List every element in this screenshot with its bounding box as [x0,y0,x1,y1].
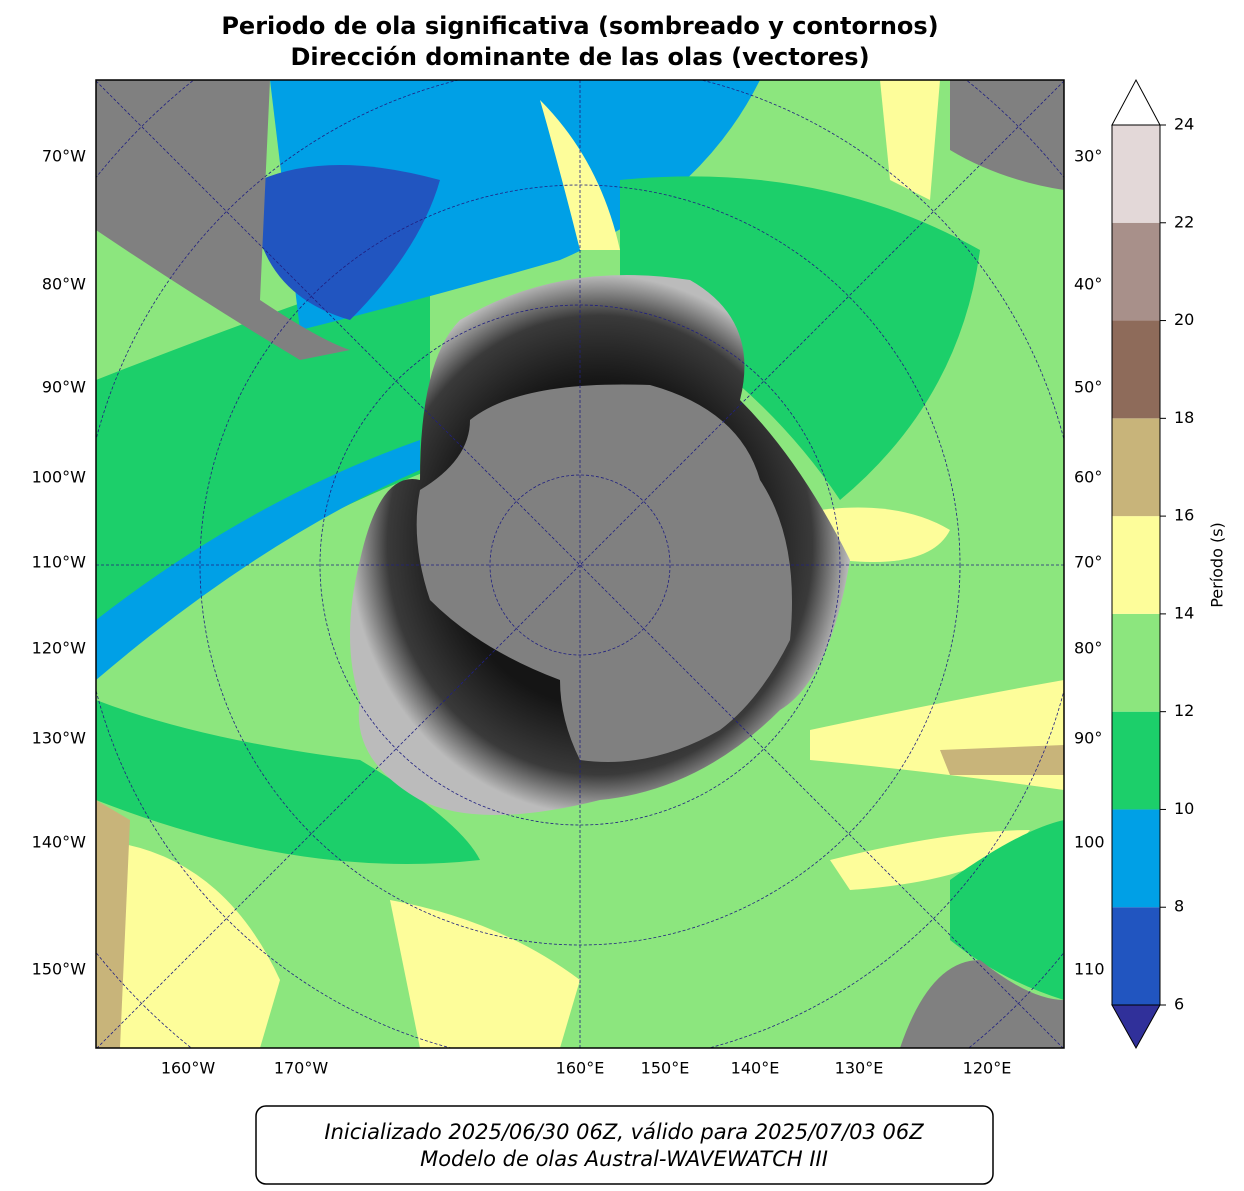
lon-label: 120°W [32,639,87,658]
colorbar-label: Período (s) [1208,522,1227,608]
lon-label: 40° [1074,275,1102,294]
title-line: Periodo de ola significativa (sombreado … [221,12,938,40]
colorbar-band [1112,222,1160,321]
footer-box [255,1105,994,1185]
colorbar-tick-label: 10 [1174,799,1194,818]
lon-label: 60° [1074,468,1102,487]
colorbar-tick-label: 14 [1174,603,1194,622]
colorbar-band [1112,516,1160,614]
colorbar-tick-label: 24 [1174,115,1194,134]
lon-label: 110°W [32,553,87,572]
lon-label: 150°E [641,1059,690,1078]
colorbar-band [1112,711,1160,810]
title-line: Dirección dominante de las olas (vectore… [290,43,869,71]
lon-label: 70° [1074,553,1102,572]
lon-label: 90°W [42,378,86,397]
colorbar-tick-label: 18 [1174,408,1194,427]
colorbar-tick-label: 12 [1174,701,1194,720]
lon-label: 130°W [32,729,87,748]
colorbar-band [1112,907,1160,1005]
colorbar-under [1111,1004,1161,1050]
colorbar-band [1112,809,1160,908]
lon-label: 100 [1074,833,1105,852]
lon-label: 130°E [835,1059,884,1078]
colorbar: 6 8 10 12 14 16 18 20 22 24 [1111,78,1194,1050]
lon-label: 90° [1074,729,1102,748]
lon-label: 100°W [32,468,87,487]
lon-label: 80°W [42,275,86,294]
lon-label: 140°E [731,1059,780,1078]
lon-label: 140°W [32,833,87,852]
lon-label: 80° [1074,639,1102,658]
colorbar-tick-label: 6 [1174,995,1184,1014]
footer-line: Inicializado 2025/06/30 06Z, válido para… [324,1120,924,1144]
colorbar-tick-label: 20 [1174,310,1194,329]
colorbar-frame [1111,124,1161,1006]
colorbar-over [1111,78,1161,126]
colorbar-tick-label: 8 [1174,897,1184,916]
lon-label: 30° [1074,147,1102,166]
colorbar-band [1112,320,1160,419]
map-frame [95,79,1065,1049]
lon-label: 160°E [556,1059,605,1078]
colorbar-band [1112,613,1160,712]
colorbar-tick-label: 16 [1174,506,1194,525]
colorbar-band [1112,418,1160,517]
lon-label: 150°W [32,960,87,979]
lon-label: 170°W [274,1059,329,1078]
lon-label: 120°E [963,1059,1012,1078]
lon-label: 70°W [42,147,86,166]
colorbar-tick-label: 22 [1174,212,1194,231]
lon-label: 160°W [161,1059,216,1078]
lon-label: 110 [1074,960,1105,979]
map [96,80,1064,1048]
footer-line: Modelo de olas Austral-WAVEWATCH III [420,1147,828,1171]
colorbar-band [1112,125,1160,223]
lon-label: 50° [1074,378,1102,397]
